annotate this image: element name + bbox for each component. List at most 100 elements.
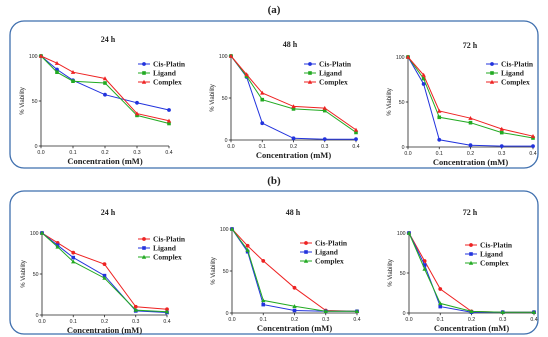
chart-title: 48 h (283, 40, 298, 49)
y-tick-label: 50 (223, 269, 229, 275)
x-tick-label: 0.4 (353, 317, 360, 323)
legend-label: Ligand (153, 244, 177, 253)
data-point (500, 131, 504, 135)
legend-marker (142, 246, 146, 250)
legend-label: Cis-Platin (153, 60, 186, 69)
data-point (437, 116, 441, 120)
data-point (531, 144, 535, 148)
x-axis-label: Concentration (mM) (434, 323, 509, 333)
data-point (135, 101, 139, 105)
x-tick-label: 0.0 (404, 151, 411, 157)
y-axis-label: % Viability (21, 260, 27, 288)
data-point (354, 137, 358, 141)
x-axis-label: Concentration (mM) (67, 325, 142, 335)
y-tick-label: 50 (399, 100, 405, 106)
chart-title: 72 h (463, 41, 478, 50)
data-point (469, 121, 473, 125)
legend-label: Complex (480, 259, 509, 268)
chart-3: 72 h0.0 0.1 0.2 0.3 0.4050100Concentration (… (387, 41, 537, 167)
y-tick-label: 0 (36, 313, 39, 319)
legend-label: Complex (501, 78, 530, 87)
legend-label: Cis-Platin (480, 241, 513, 250)
data-point (261, 303, 265, 307)
data-point (246, 244, 250, 248)
y-tick-label: 0 (402, 145, 405, 151)
legend-label: Ligand (319, 69, 343, 78)
x-axis-label: Concentration (mM) (67, 156, 142, 166)
x-tick-label: 0.4 (530, 317, 537, 323)
legend-marker (304, 241, 308, 245)
legend-marker (490, 71, 494, 75)
data-point (293, 309, 297, 313)
legend-marker (308, 62, 312, 66)
chart-title: 24 h (101, 208, 116, 217)
legend-marker (308, 71, 312, 75)
data-point (71, 256, 75, 260)
series-line-3 (41, 56, 169, 121)
legend-label: Complex (315, 257, 344, 266)
x-tick-label: 0.4 (165, 150, 172, 156)
legend-label: Ligand (480, 250, 504, 259)
legend-label: Complex (319, 78, 348, 87)
legend-marker (142, 71, 146, 75)
y-tick-label: 100 (29, 54, 38, 60)
y-tick-label: 100 (397, 231, 406, 237)
y-tick-label: 0 (225, 138, 228, 144)
y-tick-label: 50 (33, 272, 39, 278)
chart-1: 24 h0.0 0.1 0.2 0.3 0.4050100Concentration (… (20, 35, 186, 166)
legend-label: Ligand (501, 69, 525, 78)
y-tick-label: 100 (219, 54, 228, 60)
data-point (103, 93, 107, 97)
legend-label: Cis-Platin (315, 239, 348, 248)
x-tick-label: 0.0 (228, 317, 235, 323)
panel-b-letter: (b) (267, 175, 281, 187)
data-point (55, 70, 59, 74)
chart-title: 48 h (286, 208, 301, 217)
y-tick-label: 50 (222, 96, 228, 102)
x-axis-label: Concentration (mM) (256, 150, 331, 160)
legend-marker (142, 237, 146, 241)
panel-b-frame (10, 191, 538, 334)
series-line-1 (42, 233, 167, 309)
x-tick-label: 0.4 (163, 319, 170, 325)
y-tick-label: 50 (32, 99, 38, 105)
legend-marker (490, 62, 494, 66)
x-tick-label: 0.4 (529, 151, 536, 157)
data-point (103, 262, 107, 266)
y-tick-label: 100 (30, 231, 39, 237)
legend-label: Ligand (315, 248, 339, 257)
x-tick-label: 0.0 (405, 317, 412, 323)
x-tick-label: 0.0 (38, 319, 45, 325)
y-axis-label: % Viability (388, 259, 394, 287)
y-axis-label: % Viability (211, 257, 217, 285)
chart-title: 24 h (101, 35, 116, 44)
data-point (438, 287, 442, 291)
data-point (323, 137, 327, 141)
legend-label: Cis-Platin (153, 235, 186, 244)
y-tick-label: 0 (226, 311, 229, 317)
data-point (469, 143, 473, 147)
y-axis-label: % Viability (387, 88, 393, 116)
legend-marker (142, 62, 146, 66)
x-tick-label: 0.0 (37, 150, 44, 156)
legend-label: Cis-Platin (319, 60, 352, 69)
legend-marker (469, 252, 473, 256)
y-axis-label: % Viability (20, 87, 26, 115)
y-axis-label: % Viability (210, 84, 216, 112)
legend-label: Complex (153, 253, 182, 262)
legend-label: Complex (153, 78, 182, 87)
data-point (71, 70, 75, 74)
chart-6: 72 h0.0 0.1 0.2 0.3 0.4050100Concentration (… (388, 208, 538, 333)
data-point (103, 81, 107, 85)
data-point (437, 109, 441, 113)
x-tick-label: 0.0 (227, 144, 234, 150)
y-tick-label: 50 (400, 271, 406, 277)
y-tick-label: 0 (403, 311, 406, 317)
panel-a-letter: (a) (268, 4, 281, 16)
legend-marker (469, 243, 473, 247)
data-point (260, 121, 264, 125)
data-point (71, 79, 75, 83)
data-point (260, 98, 264, 102)
data-point (261, 259, 265, 263)
